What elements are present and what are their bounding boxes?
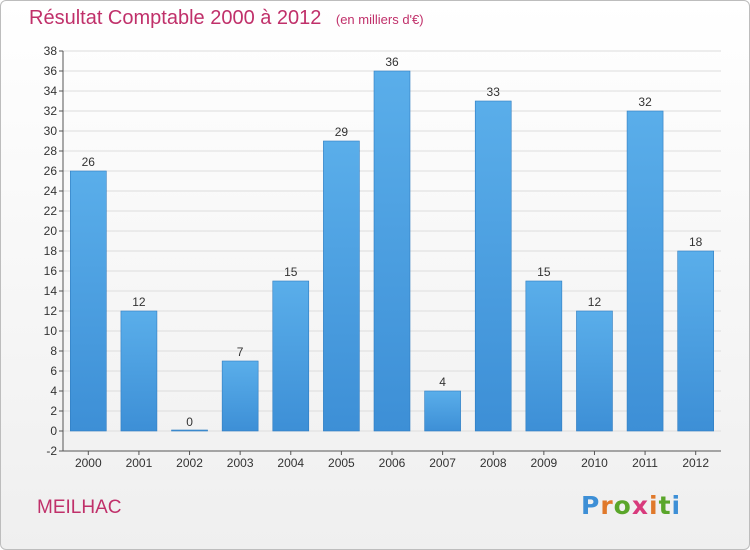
y-tick-label: 2 (50, 404, 57, 418)
y-tick-label: 32 (44, 104, 58, 118)
data-label-2005: 29 (335, 125, 349, 139)
x-tick-label-2006: 2006 (379, 456, 406, 470)
y-tick-label: 12 (44, 304, 58, 318)
bar-2007 (424, 390, 461, 432)
y-tick-label: 34 (44, 84, 58, 98)
data-label-2009: 15 (537, 265, 551, 279)
y-tick-label: 20 (44, 224, 58, 238)
bar-2002 (171, 429, 208, 432)
x-tick-label-2000: 2000 (75, 456, 102, 470)
axes: -202468101214161820222426283032343638200… (44, 44, 721, 470)
bar-2006 (373, 70, 411, 432)
data-label-2007: 4 (439, 375, 446, 389)
data-label-2010: 12 (588, 295, 602, 309)
y-tick-label: 4 (50, 384, 57, 398)
y-tick-label: 8 (50, 344, 57, 358)
bar-2009 (525, 280, 563, 432)
x-tick-label-2009: 2009 (530, 456, 557, 470)
y-tick-label: 6 (50, 364, 57, 378)
y-tick-label: 26 (44, 164, 58, 178)
y-tick-label: 18 (44, 244, 58, 258)
logo-letter: o (613, 491, 632, 520)
y-tick-label: 28 (44, 144, 58, 158)
x-tick-label-2004: 2004 (277, 456, 304, 470)
logo-letter: t (658, 491, 672, 520)
x-tick-label-2008: 2008 (480, 456, 507, 470)
data-label-2011: 32 (638, 95, 652, 109)
proxiti-logo[interactable]: Proxiti (581, 491, 681, 520)
y-tick-label: 36 (44, 64, 58, 78)
chart-title: Résultat Comptable 2000 à 2012 (29, 7, 322, 29)
logo-letter: P (581, 491, 601, 520)
logo-letter: i (671, 491, 682, 520)
bar-2004 (272, 280, 310, 432)
y-tick-label: -2 (46, 444, 57, 458)
commune-name: MEILHAC (37, 497, 122, 518)
x-tick-label-2002: 2002 (176, 456, 203, 470)
bar-2011 (626, 110, 664, 432)
logo-letter: i (649, 491, 659, 520)
x-tick-label-2012: 2012 (682, 456, 709, 470)
y-tick-label: 0 (50, 424, 57, 438)
x-tick-label-2005: 2005 (328, 456, 355, 470)
y-tick-label: 16 (44, 264, 58, 278)
x-tick-label-2003: 2003 (227, 456, 254, 470)
y-tick-label: 30 (44, 124, 58, 138)
labels: 26 12 0 7 15 29 36 4 33 15 12 32 18 (82, 55, 703, 429)
data-label-2001: 12 (132, 295, 146, 309)
logo-letter: r (600, 491, 614, 520)
y-tick-label: 38 (44, 44, 58, 58)
bar-2001 (120, 310, 158, 432)
chart-subtitle: (en milliers d'€) (335, 12, 424, 27)
data-label-2012: 18 (689, 235, 703, 249)
data-label-2008: 33 (487, 85, 501, 99)
logo-letter: x (631, 491, 649, 520)
x-tick-label-2007: 2007 (429, 456, 456, 470)
x-tick-label-2011: 2011 (632, 456, 658, 470)
data-label-2002: 0 (186, 415, 193, 429)
bars (70, 70, 714, 432)
bar-2000 (70, 170, 107, 432)
x-tick-label-2010: 2010 (581, 456, 608, 470)
data-label-2006: 36 (385, 55, 399, 69)
y-tick-label: 10 (44, 324, 58, 338)
data-label-2004: 15 (284, 265, 298, 279)
data-label-2003: 7 (237, 345, 244, 359)
x-tick-label-2001: 2001 (126, 456, 153, 470)
bar-2005 (323, 140, 360, 432)
bar-2003 (221, 360, 259, 432)
bar-2008 (474, 100, 512, 432)
chart-header: Résultat Comptable 2000 à 2012 (en milli… (29, 7, 424, 30)
data-label-2000: 26 (82, 155, 96, 169)
bar-2010 (576, 310, 613, 432)
y-tick-label: 14 (44, 284, 58, 298)
y-tick-label: 22 (44, 204, 58, 218)
bar-2012 (677, 250, 714, 432)
y-tick-label: 24 (44, 184, 58, 198)
